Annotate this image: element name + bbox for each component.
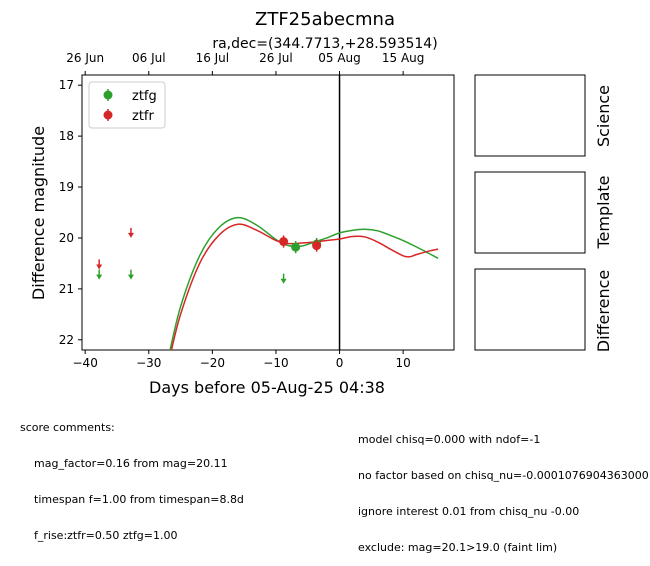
model-curve-ztfr <box>170 223 439 350</box>
y-tick-label: 19 <box>59 180 74 194</box>
plot-area: −40 −30 −20 −10 0 10 26 Jun 06 Jul 16 Jul 26 Jul 0… <box>59 51 455 370</box>
x-tick-label: −20 <box>200 356 225 370</box>
science-image-panel <box>474 74 586 157</box>
template-image-panel <box>474 171 586 254</box>
y-tick-label: 18 <box>59 129 74 143</box>
y-tick-label: 20 <box>59 231 74 245</box>
top-tick-label: 16 Jul <box>196 51 230 65</box>
y-tick-label: 17 <box>59 78 74 92</box>
series-group <box>96 216 439 350</box>
upper-limit-arrow <box>127 274 134 280</box>
upper-limit-arrow <box>96 274 103 280</box>
score-comments-heading: score comments: <box>20 421 115 434</box>
legend-marker <box>103 110 113 120</box>
model-comment-line: exclude: mag=20.1>19.0 (faint lim) <box>358 541 558 554</box>
upper-limit-arrow <box>280 278 287 284</box>
data-point <box>279 237 289 247</box>
upper-limit-arrow <box>127 232 134 238</box>
data-point <box>291 242 301 252</box>
science-panel-label: Science <box>594 85 613 147</box>
model-comment-line: model chisq=0.000 with ndof=-1 <box>358 433 541 446</box>
top-tick-label: 26 Jul <box>259 51 293 65</box>
upper-limit-arrow <box>96 264 103 270</box>
top-tick-label: 06 Jul <box>132 51 166 65</box>
model-comment-line: no factor based on chisq_nu=-0.000107690… <box>358 469 649 482</box>
x-tick-label: 10 <box>395 356 410 370</box>
plot-frame <box>81 74 455 351</box>
legend-label: ztfr <box>132 109 154 124</box>
model-curve-ztfg <box>169 216 439 350</box>
score-comment-line: f_rise:ztfr=0.50 ztfg=1.00 <box>34 529 178 542</box>
x-tick-label: −30 <box>136 356 161 370</box>
score-comment-line: mag_factor=0.16 from mag=20.11 <box>34 457 228 470</box>
model-comments: model chisq=0.000 with ndof=-1 no factor… <box>358 410 649 566</box>
legend-label: ztfg <box>132 89 157 104</box>
score-comments: score comments: mag_factor=0.16 from mag… <box>20 398 244 554</box>
data-point <box>312 241 322 251</box>
x-axis-label: Days before 05-Aug-25 04:38 <box>149 378 385 397</box>
score-comment-line: timespan f=1.00 from timespan=8.8d <box>34 493 244 506</box>
x-tick-label: −10 <box>263 356 288 370</box>
chart-subtitle: ra,dec=(344.7713,+28.593514) <box>212 36 437 52</box>
model-comment-line: ignore interest 0.01 from chisq_nu -0.00 <box>358 505 580 518</box>
y-axis-label: Difference magnitude <box>29 126 48 300</box>
legend-marker <box>103 90 113 100</box>
top-tick-label: 05 Aug <box>318 51 361 65</box>
top-tick-label: 15 Aug <box>382 51 425 65</box>
top-tick-label: 26 Jun <box>66 51 104 65</box>
template-panel-label: Template <box>594 175 613 249</box>
y-tick-label: 22 <box>59 333 74 347</box>
difference-image-panel <box>474 268 586 351</box>
y-tick-label: 21 <box>59 282 74 296</box>
light-curve-figure: ZTF25abecmna ra,dec=(344.7713,+28.593514… <box>29 9 613 397</box>
x-tick-label: −40 <box>73 356 98 370</box>
legend: ztfg ztfr <box>88 81 166 129</box>
difference-panel-label: Difference <box>594 270 613 352</box>
x-tick-label: 0 <box>336 356 344 370</box>
chart-title: ZTF25abecmna <box>255 9 395 30</box>
